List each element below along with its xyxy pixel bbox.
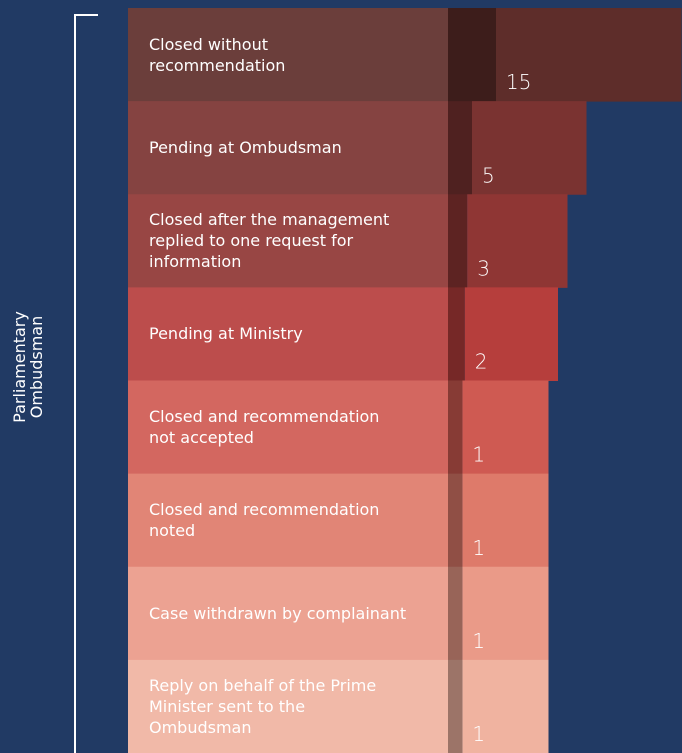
label-block bbox=[128, 566, 448, 661]
label-block bbox=[128, 380, 448, 475]
label-block bbox=[128, 659, 448, 753]
bar bbox=[472, 101, 587, 195]
bar-side bbox=[448, 287, 465, 381]
value-label: 5 bbox=[482, 163, 495, 187]
value-label: 1 bbox=[472, 443, 485, 467]
bar-side bbox=[448, 194, 468, 288]
value-label: 3 bbox=[477, 256, 490, 280]
value-label: 1 bbox=[472, 722, 485, 746]
category-label: Pending at Ombudsman bbox=[149, 138, 342, 158]
label-block bbox=[128, 8, 448, 102]
bar-side bbox=[448, 8, 496, 102]
bar-side bbox=[448, 101, 472, 195]
bar bbox=[496, 8, 682, 102]
bar-side bbox=[448, 566, 463, 661]
bar bbox=[464, 287, 558, 381]
category-label: Closed without recommendation bbox=[149, 34, 286, 75]
category-label: Pending at Ministry bbox=[149, 324, 303, 344]
bar bbox=[462, 659, 549, 753]
bar bbox=[462, 566, 549, 661]
value-label: 2 bbox=[475, 350, 488, 374]
label-block bbox=[128, 194, 448, 288]
group-label: Parliamentary Ombudsman bbox=[10, 311, 46, 423]
bar bbox=[467, 194, 568, 288]
value-label: 1 bbox=[472, 629, 485, 653]
category-label: Case withdrawn by complainant bbox=[149, 603, 407, 623]
group-bracket bbox=[74, 14, 98, 753]
bar-side bbox=[448, 473, 463, 568]
label-block bbox=[128, 287, 448, 381]
category-label: Closed and recommendation not accepted bbox=[149, 407, 380, 448]
bar bbox=[462, 380, 549, 475]
category-label: Closed after the management replied to o… bbox=[149, 210, 390, 272]
label-block bbox=[128, 101, 448, 195]
label-block bbox=[128, 473, 448, 568]
value-label: 1 bbox=[472, 536, 485, 560]
category-label: Closed and recommendation noted bbox=[149, 500, 380, 541]
category-label: Reply on behalf of the Prime Minister se… bbox=[149, 675, 377, 737]
bar-side bbox=[448, 380, 463, 475]
bar-side bbox=[448, 659, 463, 753]
bar bbox=[462, 473, 549, 568]
value-label: 15 bbox=[506, 70, 531, 94]
